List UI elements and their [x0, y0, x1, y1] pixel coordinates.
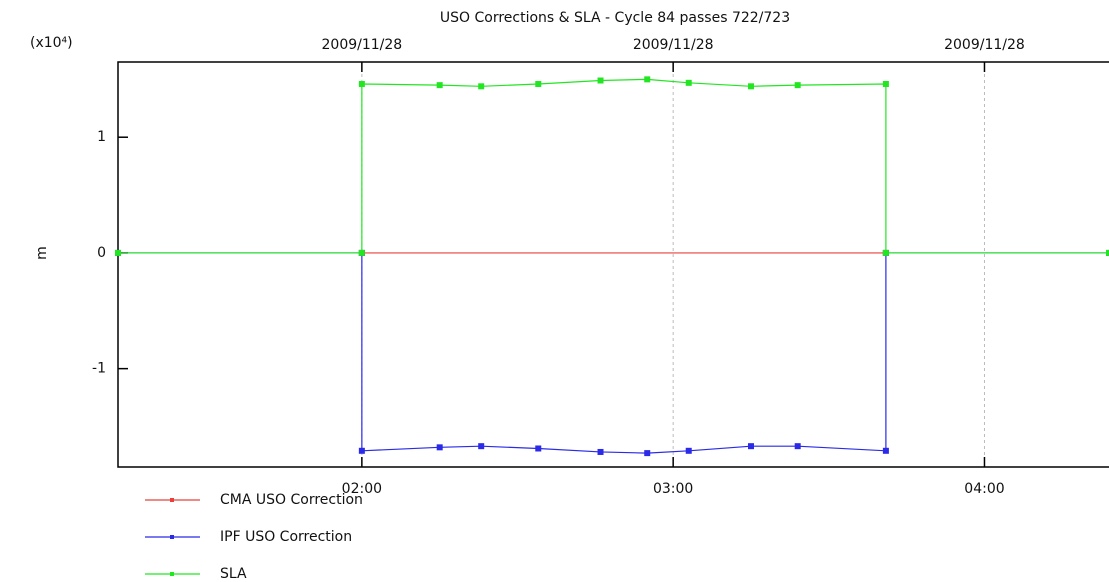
point-marker: [478, 443, 485, 450]
point-marker: [747, 83, 754, 90]
series-line: [118, 252, 1109, 454]
point-marker: [358, 249, 365, 256]
point-marker: [358, 447, 365, 454]
point-marker: [115, 249, 121, 256]
point-marker: [882, 80, 889, 87]
point-marker: [794, 82, 801, 89]
chart-title: USO Corrections & SLA - Cycle 84 passes …: [440, 10, 790, 26]
point-marker: [358, 80, 365, 87]
point-marker: [882, 447, 889, 454]
point-marker: [535, 80, 542, 87]
point-marker: [535, 445, 542, 452]
point-marker: [597, 448, 604, 455]
point-marker: [644, 76, 651, 83]
legend-label: CMA USO Correction: [220, 492, 363, 508]
series-line: [118, 78, 1109, 254]
y-tick-label: -1: [92, 361, 106, 377]
top-axis-label: 2009/11/28: [633, 37, 714, 53]
point-marker: [882, 249, 889, 256]
point-marker: [1106, 249, 1109, 256]
top-axis-label: 2009/11/28: [322, 37, 403, 53]
point-marker: [747, 443, 754, 450]
x-tick-label: 03:00: [653, 481, 693, 497]
y-tick-label: 0: [97, 245, 106, 261]
point-marker: [478, 83, 485, 90]
legend-marker: [170, 498, 174, 502]
plot-frame: [117, 61, 1109, 468]
x-tick-label: 04:00: [964, 481, 1004, 497]
y-tick-label: 1: [97, 129, 106, 145]
legend-marker: [170, 535, 174, 539]
point-marker: [436, 82, 443, 89]
legend-marker: [170, 572, 174, 576]
legend-label: IPF USO Correction: [220, 529, 352, 545]
point-marker: [597, 77, 604, 84]
point-marker: [685, 79, 692, 86]
point-marker: [644, 450, 651, 457]
point-marker: [436, 444, 443, 451]
y-axis-label: m: [34, 246, 50, 260]
legend-label: SLA: [220, 566, 247, 582]
x-tick-label: 02:00: [342, 481, 382, 497]
y-multiplier: (x10⁴): [30, 35, 73, 51]
point-marker: [685, 447, 692, 454]
top-axis-label: 2009/11/28: [944, 37, 1025, 53]
point-marker: [794, 443, 801, 450]
